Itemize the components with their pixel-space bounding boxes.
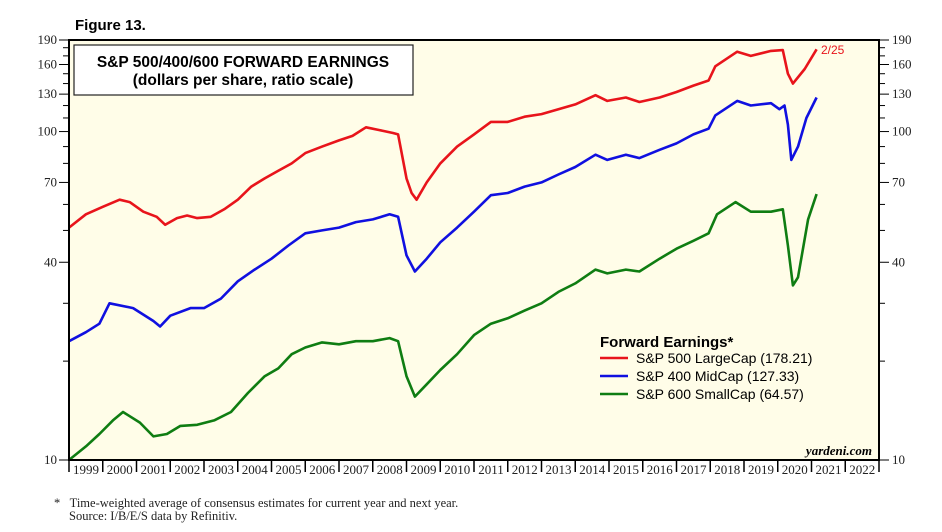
figure-label: Figure 13. xyxy=(75,17,146,34)
x-tick-label: 2015 xyxy=(613,462,639,477)
x-tick-label: 2005 xyxy=(276,462,302,477)
x-tick-label: 2007 xyxy=(343,462,370,477)
x-tick-label: 2008 xyxy=(377,462,403,477)
x-tick-label: 2014 xyxy=(579,462,606,477)
legend: Forward Earnings* S&P 500 LargeCap (178.… xyxy=(600,334,812,402)
title-box: S&P 500/400/600 FORWARD EARNINGS (dollar… xyxy=(73,44,414,96)
series-line-1 xyxy=(68,96,818,343)
chart-title: S&P 500/400/600 FORWARD EARNINGS xyxy=(97,54,389,71)
footnote-line1: * Time-weighted average of consensus est… xyxy=(54,497,458,510)
x-tick-label: 1999 xyxy=(73,462,99,477)
footnote-marker: * xyxy=(54,496,61,510)
x-tick-label: 2003 xyxy=(208,462,234,477)
x-tick-label: 2010 xyxy=(444,462,470,477)
y-tick-label-right: 40 xyxy=(892,254,905,269)
y-tick-label-right: 130 xyxy=(892,86,912,101)
plot-frame xyxy=(68,39,880,461)
axis-ticks: 10 10 40 40 70 70 100 100 130 130 160 160 190 190 1999… xyxy=(38,32,912,477)
x-tick-label: 2011 xyxy=(478,462,504,477)
x-tick-label: 2002 xyxy=(174,462,200,477)
x-tick-label: 2021 xyxy=(816,462,842,477)
series-lines xyxy=(68,48,818,462)
x-tick-label: 2013 xyxy=(546,462,572,477)
series-line-0 xyxy=(68,48,818,229)
legend-label-2: S&P 600 SmallCap (64.57) xyxy=(636,386,804,402)
y-tick-label-left: 10 xyxy=(44,452,57,467)
x-tick-label: 2012 xyxy=(512,462,538,477)
x-tick-label: 2009 xyxy=(411,462,437,477)
x-tick-label: 2017 xyxy=(681,462,708,477)
y-tick-label-left: 70 xyxy=(44,174,57,189)
watermark: yardeni.com xyxy=(804,443,872,458)
footnote-text: Time-weighted average of consensus estim… xyxy=(69,496,459,510)
y-tick-label-right: 100 xyxy=(892,124,912,139)
x-tick-label: 2000 xyxy=(107,462,133,477)
date-annotation: 2/25 xyxy=(821,43,845,57)
series-line-2 xyxy=(68,193,818,462)
y-tick-label-left: 130 xyxy=(38,86,58,101)
x-tick-label: 2001 xyxy=(141,462,167,477)
y-tick-label-left: 100 xyxy=(38,124,58,139)
y-tick-label-right: 190 xyxy=(892,32,912,47)
x-tick-label: 2018 xyxy=(714,462,740,477)
x-tick-label: 2006 xyxy=(309,462,336,477)
x-tick-label: 2019 xyxy=(748,462,774,477)
y-tick-label-right: 10 xyxy=(892,452,905,467)
footnote-source: Source: I/B/E/S data by Refinitiv. xyxy=(69,509,238,523)
y-tick-label-left: 160 xyxy=(38,57,58,72)
x-tick-label: 2004 xyxy=(242,462,269,477)
chart-subtitle: (dollars per share, ratio scale) xyxy=(133,72,354,89)
y-tick-label-right: 160 xyxy=(892,57,912,72)
plot-area xyxy=(69,40,879,460)
x-tick-label: 2022 xyxy=(849,462,875,477)
legend-title: Forward Earnings* xyxy=(600,334,734,351)
x-tick-label: 2016 xyxy=(647,462,674,477)
y-tick-label-left: 190 xyxy=(38,32,58,47)
x-tick-label: 2020 xyxy=(782,462,808,477)
legend-label-0: S&P 500 LargeCap (178.21) xyxy=(636,350,812,366)
y-tick-label-right: 70 xyxy=(892,174,905,189)
legend-label-1: S&P 400 MidCap (127.33) xyxy=(636,368,799,384)
y-tick-label-left: 40 xyxy=(44,254,57,269)
